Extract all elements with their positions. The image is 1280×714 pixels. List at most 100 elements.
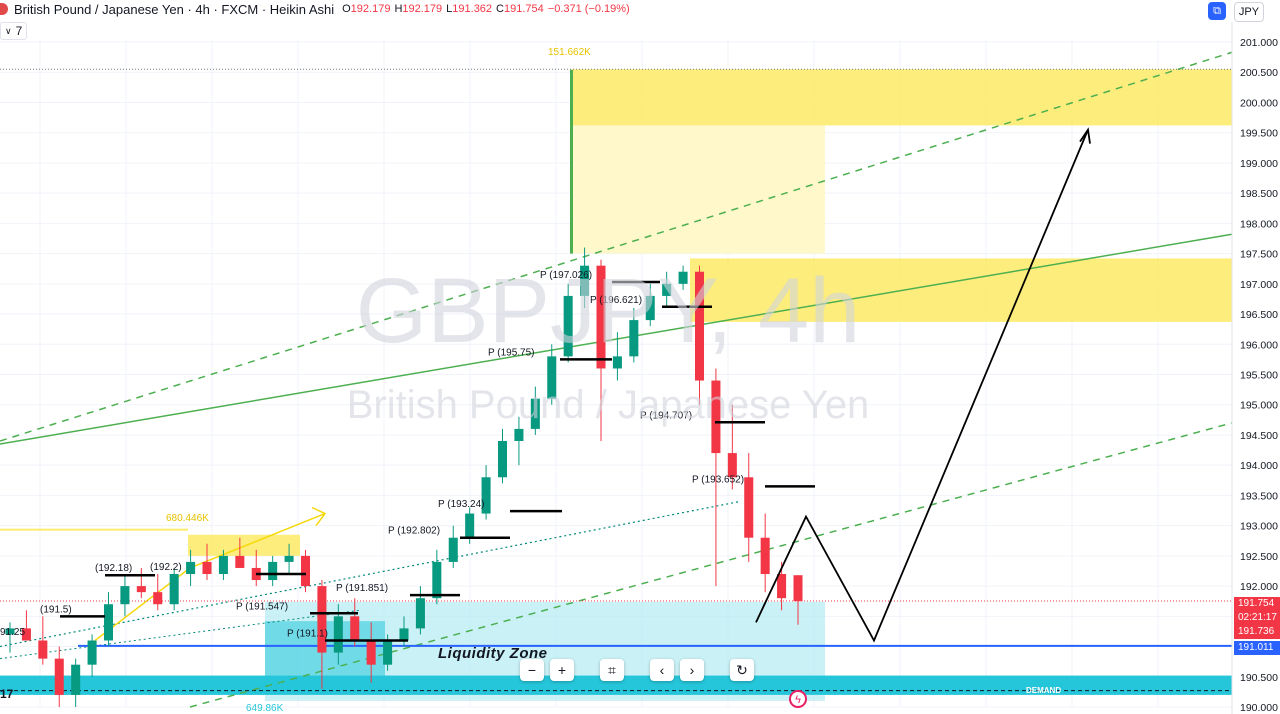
candle-body <box>563 295 573 357</box>
price-axis-tick: 197.000 <box>1240 279 1278 291</box>
candle-body <box>202 561 212 574</box>
watermark-description: British Pound / Japanese Yen <box>347 383 870 427</box>
pivot-label: P (196.621) <box>590 295 642 306</box>
liquidity-zone-label: Liquidity Zone <box>438 645 548 662</box>
pivot-label: P (191.1) <box>287 629 328 640</box>
left-partial-label: 91.25 <box>0 627 25 638</box>
trendline-dotted <box>0 500 741 648</box>
price-axis-tick: 193.500 <box>1240 490 1278 502</box>
candle-body <box>432 561 442 599</box>
minor-supply-zone <box>188 534 300 556</box>
price-axis-tick: 199.000 <box>1240 158 1278 170</box>
candle-body <box>268 561 278 581</box>
candle-body <box>21 628 31 641</box>
candle-body <box>694 271 705 381</box>
candle-body <box>580 265 590 296</box>
candle-body <box>169 574 179 605</box>
price-axis-tick: 199.500 <box>1240 128 1278 140</box>
price-axis-tick: 197.500 <box>1240 249 1278 261</box>
candle-body <box>136 586 146 593</box>
minus-icon: − <box>527 662 537 678</box>
candle-body <box>383 640 393 665</box>
pivot-label: (192.2) <box>150 562 182 573</box>
pivot-label: P (193.24) <box>438 499 485 510</box>
reset-scale-button[interactable]: ⌗ <box>600 659 624 681</box>
candle-body <box>300 555 311 587</box>
supply-zone-fill <box>570 125 825 254</box>
secondary-price-tag: 191.736 <box>1234 625 1280 639</box>
minor-arrowhead <box>311 506 327 527</box>
ohlc-change: −0.371 (−0.19%) <box>547 3 630 15</box>
chart-toggle-button[interactable]: ⧉ <box>1208 2 1226 20</box>
price-axis-tick: 193.000 <box>1240 521 1278 533</box>
chevron-down-icon: ∨ <box>5 25 12 36</box>
price-axis-tick: 198.000 <box>1240 218 1278 230</box>
chart-navigation: − + ⌗ ‹ › ↻ <box>520 659 754 681</box>
chart-legend: British Pound / Japanese Yen · 4h · FXCM… <box>0 0 634 18</box>
pivot-label: P (194.707) <box>640 410 692 421</box>
price-axis-tick: 195.500 <box>1240 370 1278 382</box>
candle-body <box>727 453 737 478</box>
ohlc-close: C191.754 <box>496 3 544 15</box>
price-axis-tick: 195.000 <box>1240 400 1278 412</box>
ohlc-low: L191.362 <box>446 3 493 15</box>
scroll-right-button[interactable]: › <box>680 659 704 681</box>
indicators-toggle[interactable]: ∨ 7 <box>0 22 28 40</box>
chevron-left-icon: ‹ <box>659 662 665 678</box>
projection-path <box>755 129 1089 643</box>
candle-body <box>448 537 458 562</box>
candle-body <box>497 441 508 478</box>
price-axis-tick: 201.000 <box>1240 37 1278 49</box>
candle-body <box>71 664 81 695</box>
watermark-symbol: GBPJPY, 4h <box>356 260 861 362</box>
candle-body <box>530 398 540 429</box>
pivot-label: P (192.802) <box>388 526 440 537</box>
candle-body <box>744 477 754 538</box>
countdown-tag: 02:21:17 <box>1234 611 1280 625</box>
price-axis-tick: 192.000 <box>1240 581 1278 593</box>
current-price-tag: 191.754 <box>1234 597 1280 611</box>
refresh-icon: ↻ <box>736 661 748 678</box>
pivot-label: P (193.652) <box>692 474 744 485</box>
plus-icon: + <box>557 662 567 678</box>
candle-body <box>678 271 688 284</box>
candle-body <box>629 320 639 357</box>
candle-body <box>777 574 787 599</box>
minor-supply-line <box>0 528 188 531</box>
volume-spike-line <box>570 70 573 254</box>
scroll-left-button[interactable]: ‹ <box>650 659 674 681</box>
candle-body <box>793 575 803 602</box>
price-axis-tick: 200.500 <box>1240 67 1278 79</box>
currency-button[interactable]: JPY <box>1234 2 1264 22</box>
symbol-title[interactable]: British Pound / Japanese Yen · 4h · FXCM… <box>14 1 335 17</box>
price-axis-tick: 190.500 <box>1240 672 1278 684</box>
candle-body <box>481 477 491 514</box>
symbol-logo-icon <box>0 3 8 15</box>
refresh-button[interactable]: ↻ <box>730 659 754 681</box>
volume-label-top: 151.662K <box>548 47 591 58</box>
zoom-out-button[interactable]: − <box>520 659 544 681</box>
candle-body <box>218 555 228 574</box>
price-axis-tick: 196.500 <box>1240 309 1278 321</box>
trendline-main <box>0 233 1233 445</box>
price-axis-tick: 194.500 <box>1240 430 1278 442</box>
price-axis-tick: 200.000 <box>1240 97 1278 109</box>
candle-body <box>284 555 294 562</box>
projection-arrowhead <box>1079 127 1091 144</box>
candle-body <box>87 640 97 665</box>
candle-body <box>54 658 64 695</box>
zoom-in-button[interactable]: + <box>550 659 574 681</box>
candle-body <box>760 537 770 574</box>
left-partial-label: 17 <box>0 687 14 701</box>
indicator-count: 7 <box>15 24 23 38</box>
trendline-lower <box>189 422 1233 708</box>
pivot-label: P (195.75) <box>488 347 535 358</box>
pivot-label: (191.5) <box>40 604 72 615</box>
lightning-icon[interactable]: ϟ <box>789 690 807 708</box>
volume-label-bottom: 649.86K <box>246 703 284 714</box>
price-axis-tick: 190.000 <box>1240 702 1278 714</box>
chevron-right-icon: › <box>689 662 695 678</box>
candle-body <box>5 628 15 635</box>
price-axis-tick: 194.000 <box>1240 460 1278 472</box>
